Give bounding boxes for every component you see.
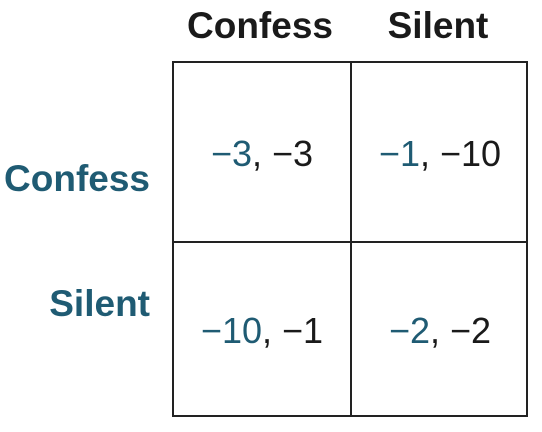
cell-silent-confess: −10, −1 [174, 310, 350, 352]
player2-payoff: −10 [439, 133, 502, 174]
player2-payoff: −1 [282, 310, 324, 351]
payoff-separator: , [262, 310, 283, 351]
payoff-separator: , [251, 133, 272, 174]
payoff-matrix: −3, −3 −1, −10 −10, −1 −2, −2 [172, 61, 528, 417]
grid-divider-vertical [350, 63, 352, 415]
payoff-separator: , [419, 133, 440, 174]
player1-payoff: −2 [388, 310, 430, 351]
player1-payoff: −10 [200, 310, 262, 351]
column-header-confess: Confess [187, 5, 333, 46]
grid-divider-horizontal [174, 241, 526, 243]
player1-payoff: −1 [378, 133, 420, 174]
player1-payoff: −3 [210, 133, 252, 174]
column-header-silent: Silent [387, 5, 489, 46]
row-header-confess: Confess [4, 158, 150, 199]
player2-payoff: −3 [272, 133, 314, 174]
cell-confess-confess: −3, −3 [174, 133, 350, 175]
player2-payoff: −2 [450, 310, 492, 351]
cell-confess-silent: −1, −10 [352, 133, 528, 175]
cell-silent-silent: −2, −2 [352, 310, 528, 352]
row-header-silent: Silent [49, 283, 150, 324]
payoff-separator: , [429, 310, 450, 351]
